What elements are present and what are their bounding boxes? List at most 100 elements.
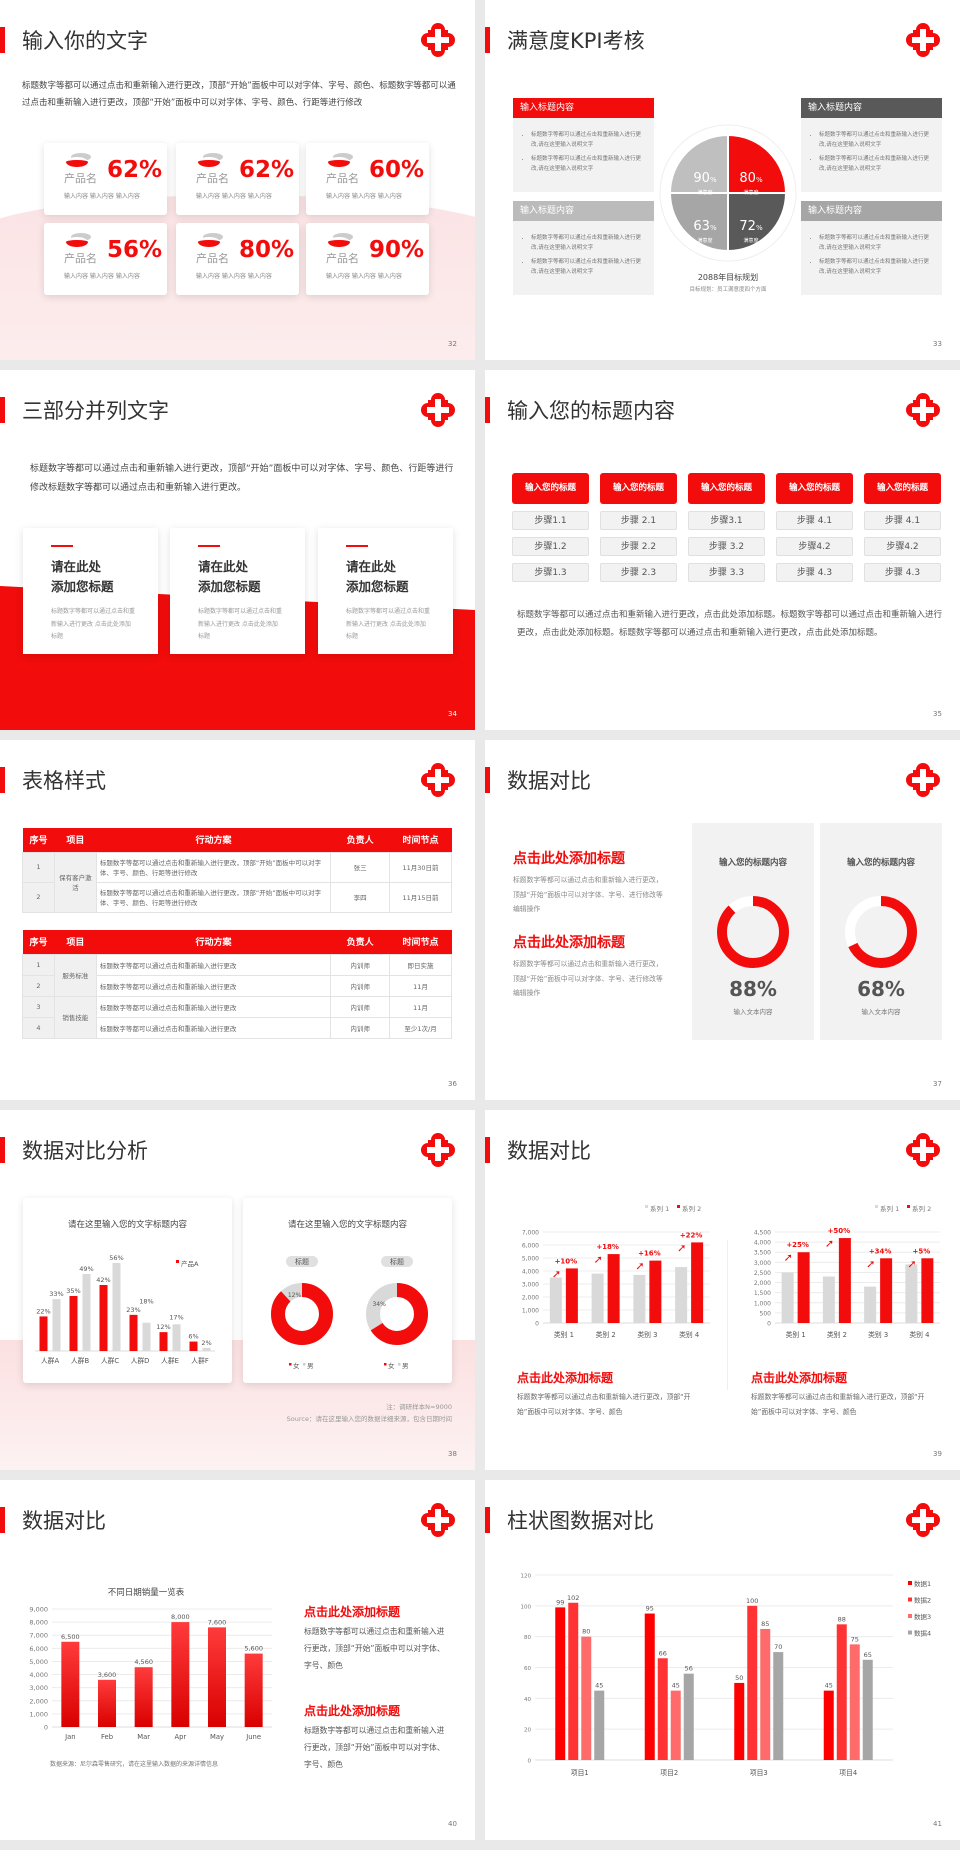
bar [568,1602,579,1760]
slide-39[interactable]: 数据对比 0 1,000 2,000 3,000 4,000 5,000 6,000 7,00… [485,1110,960,1470]
data-label: 100 [746,1597,758,1605]
cell-owner: 张三 [330,851,391,883]
bar [657,1658,668,1760]
page-number: 34 [448,710,457,718]
cell-plan: 标题数字等都可以通过点击和重新输入进行更改，顶部“开始”面板中可以对字体、字号、… [95,881,332,913]
slide-35[interactable]: 输入您的标题内容 标题数字等都可以通过点击和重新输入进行更改，点击此处添加标题。… [485,370,960,730]
cell-no: 1 [22,953,55,976]
table-row: 1 保有客户激活 标题数字等都可以通过点击和重新输入进行更改，顶部“开始”面板中可以… [22,851,452,913]
increase-arrow-icon: ➚ [907,1257,916,1270]
data-label: 56 [685,1665,693,1673]
y-tick-label: 2,000 [522,1295,539,1302]
step-item: 步骤 4.1 [776,511,853,530]
legend-label: 系列 2 [912,1204,931,1213]
bullet-item: 标题数字等都可以通过点击和重新输入进行更改,请在这里输入说明文字 [819,233,930,253]
cell-plan: 标题数字等都可以通过点击和重新输入进行更改 [95,953,332,976]
bar [565,1268,578,1323]
bar [734,1682,745,1760]
card-text: 标题数字等都可以通过点击和重新输入进行更改 点击此处添加标题 [346,608,431,640]
cell-time: 至少1次/月 [389,1016,452,1039]
card-text: 标题数字等都可以通过点击和重新输入进行更改 点击此处添加标题 [198,608,283,640]
legend-swatch [176,1260,179,1263]
body-text: 标题数字等都可以通过点击和重新输入进行更改，顶部“开始”面板中可以对字体、字号、… [30,464,454,493]
x-tick-label: 人群E [161,1356,179,1365]
box-body: 标题数字等都可以通过点击和重新输入进行更改,请在这里输入说明文字标题数字等都可以… [801,221,942,295]
y-tick-label: 0 [535,1321,539,1328]
donut-progress [717,896,789,968]
pill-icon [198,237,220,247]
table-row: 1 服务标准 标题数字等都可以通过点击和重新输入进行更改 内训师 即日实施 [22,953,452,997]
slide-33[interactable]: 满意度KPI考核 90% 满意度 80% 满意度 63% 满意度 72% 满意度 2088年目… [485,0,960,360]
y-tick-label: 0 [44,1724,48,1732]
header-cell: 序号 [22,828,55,852]
slide-36[interactable]: 表格样式 序号 项目 行动方案 负责人 时间节点 1 保有客户激活 标题数字等都可以通过点击… [0,740,475,1100]
card-text: 标题数字等都可以通过点击和重新输入进行更改 点击此处添加标题 [51,608,136,640]
slide-37[interactable]: 数据对比 37 点击此处添加标题 标题数字等都可以通过点击和重新输入进行更改，顶部… [485,740,960,1100]
cell-time: 即日实施 [389,953,452,976]
logo-icon [421,1503,455,1537]
card-accent-line [346,545,368,547]
text-card: 请在此处 添加您标题 标题数字等都可以通过点击和重新输入进行更改 点击此处添加标题 [170,528,305,654]
y-tick-label: 1,000 [522,1308,539,1315]
block-text: 标题数字等都可以通过点击和重新输入进行更改，顶部“开始”面板中可以对字体、字号、… [751,1393,925,1416]
step-item: 步骤1.2 [512,537,589,556]
bullet-item: 标题数字等都可以通过点击和重新输入进行更改,请在这里输入说明文字 [819,154,930,174]
header-cell: 项目 [54,828,97,852]
column-header-button[interactable]: 输入您的标题 [776,473,853,504]
y-tick-label: 0 [528,1759,532,1765]
legend-swatch [398,1363,401,1366]
x-tick-label: June [245,1733,261,1741]
donut-chart [717,896,789,968]
bar [862,1659,873,1760]
y-tick-label: 120 [521,1574,532,1580]
slide-40[interactable]: 数据对比 不同日期销量一览表 0 1,000 2,000 3,000 4,000 5,000… [0,1480,475,1840]
product-subtext: 输入内容 输入内容 输入内容 [326,193,402,200]
x-tick-label: Jan [64,1733,75,1741]
table-row: 3 销售技能 标题数字等都可以通过点击和重新输入进行更改 内训师 11月 [22,995,452,1039]
chart-title: 不同日期销量一览表 [108,1587,185,1598]
y-tick-label: 4,000 [29,1671,48,1679]
y-tick-label: 5,000 [522,1256,539,1263]
data-label: 35% [66,1287,80,1295]
column-header-button[interactable]: 输入您的标题 [600,473,677,504]
card-title-line2: 添加您标题 [51,579,114,594]
title-accent-bar [0,1507,5,1533]
legend-label: 系列 2 [682,1204,701,1213]
y-tick-label: 4,500 [754,1230,771,1237]
y-tick-label: 500 [760,1310,772,1317]
quadrant-label: 满意度 [697,237,712,244]
slide-32[interactable]: 输入你的文字 标题数字等都可以通过点击和重新输入进行更改，顶部“开始”面板中可以… [0,0,475,360]
data-label: 102 [567,1594,579,1602]
data-label: 66 [659,1649,667,1657]
legend-swatch [908,1630,912,1635]
bar [683,1673,694,1760]
data-label: 2% [201,1339,211,1347]
text-card: 请在此处 添加您标题 标题数字等都可以通过点击和重新输入进行更改 点击此处添加标题 [318,528,453,654]
title-accent-bar [485,1137,490,1163]
product-name: 产品名 [196,252,229,265]
column-header-button[interactable]: 输入您的标题 [512,473,589,504]
bullet-item: 标题数字等都可以通过点击和重新输入进行更改,请在这里输入说明文字 [819,130,930,150]
legend-swatch [908,1614,912,1618]
product-subtext: 输入内容 输入内容 输入内容 [326,273,402,280]
column-header-button[interactable]: 输入您的标题 [864,473,941,504]
x-tick-label: 项目4 [839,1769,857,1777]
y-tick-label: 6,000 [522,1243,539,1250]
bar [864,1286,877,1323]
quadrant-number: 80 [739,171,756,186]
legend-swatch [303,1363,306,1366]
donut-slice-female [271,1283,333,1345]
slide-41[interactable]: 柱状图数据对比 0 20 40 60 80 100 120 项目1 99 102 80 45 项目2 95… [485,1480,960,1840]
card-title-line1: 请在此处 [198,559,249,574]
table-1: 序号 项目 行动方案 负责人 时间节点 1 保有客户激活 标题数字等都可以通过点击和重新输入… [22,828,452,913]
cell-time: 11月15日前 [389,881,452,913]
slide-34[interactable]: 三部分并列文字 标题数字等都可以通过点击和重新输入进行更改，顶部“开始”面板中可… [0,370,475,730]
cell-owner: 内训师 [330,974,391,997]
y-tick-label: 20 [524,1728,531,1734]
quadrant-number: 72 [739,219,756,234]
page-number: 38 [448,1450,457,1458]
legend-label: 产品A [181,1259,199,1268]
logo-icon [421,23,455,57]
slide-38[interactable]: 数据对比分析 请在这里输入您的文字标题内容 请在这里输入您的文字标题内容 产品A… [0,1110,475,1470]
column-header-button[interactable]: 输入您的标题 [688,473,765,504]
